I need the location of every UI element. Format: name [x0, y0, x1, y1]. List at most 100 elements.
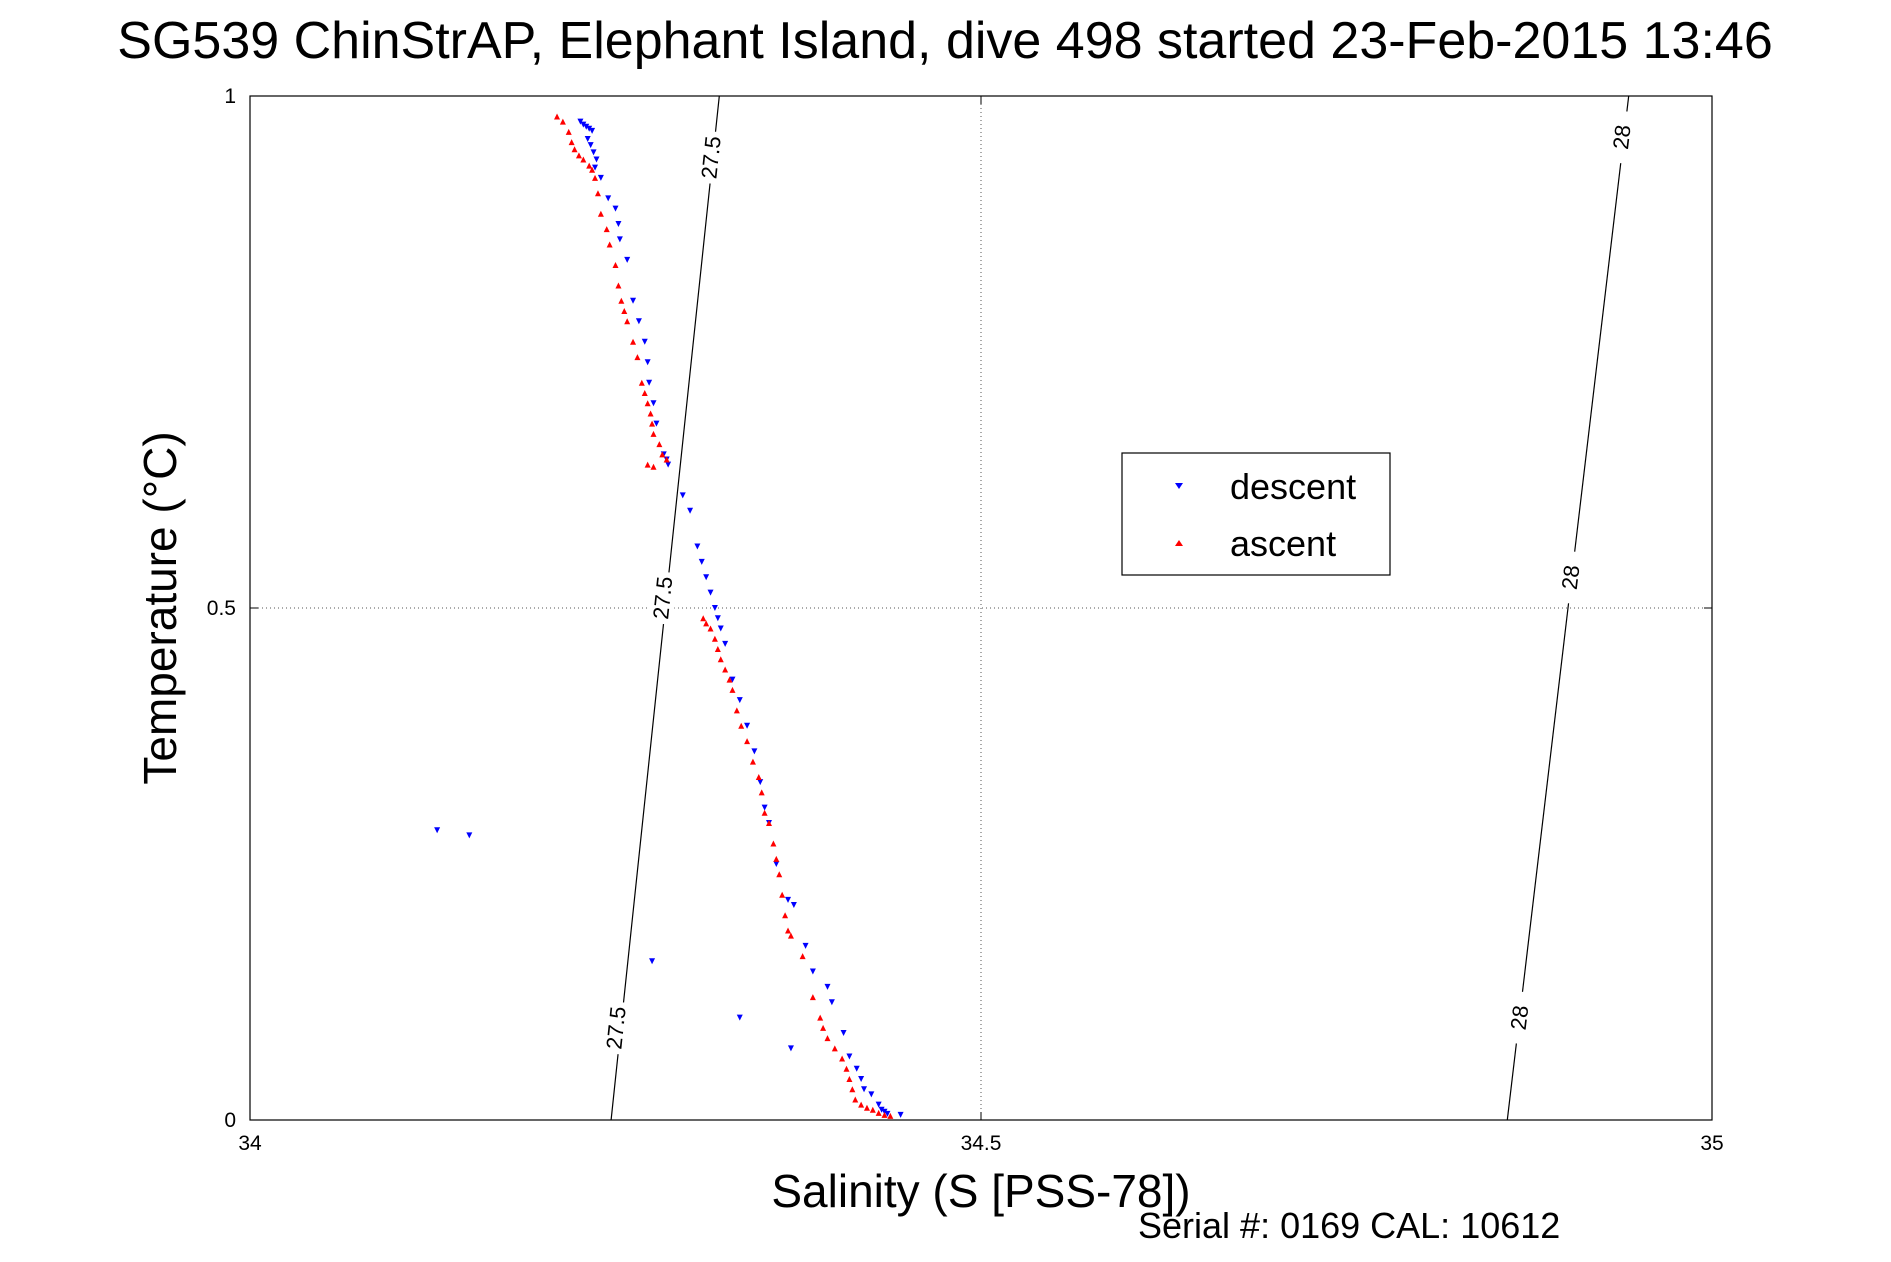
ascent-point	[647, 410, 654, 417]
descent-point	[717, 625, 724, 632]
chart-title: SG539 ChinStrAP, Elephant Island, dive 4…	[117, 12, 1772, 70]
descent-point	[649, 958, 656, 965]
ascent-point	[638, 379, 645, 386]
descent-point	[584, 136, 591, 143]
descent-point	[897, 1111, 904, 1118]
descent-point	[587, 142, 594, 149]
ascent-point	[809, 994, 816, 1001]
descent-point	[694, 543, 701, 550]
ascent-point	[644, 400, 651, 407]
ascent-point	[603, 226, 610, 233]
ascent-point	[714, 645, 721, 652]
ascent-point	[586, 162, 593, 169]
legend-box	[1121, 452, 1391, 576]
ascent-point	[650, 463, 657, 470]
descent-point	[736, 1014, 743, 1021]
contour-label-bg	[646, 570, 678, 626]
ascent-point	[568, 139, 575, 146]
descent-point	[646, 379, 653, 386]
descent-point	[635, 318, 642, 325]
descent-point	[466, 832, 473, 839]
contour-label: 28	[1506, 1004, 1534, 1031]
ascent-point	[846, 1076, 853, 1083]
descent-point	[630, 297, 637, 304]
descent-point	[761, 804, 768, 811]
legend: descent ascent	[1121, 452, 1391, 576]
descent-point	[583, 123, 590, 130]
descent-point	[736, 697, 743, 704]
ascent-point	[749, 758, 756, 765]
descent-point	[773, 861, 780, 867]
ascent-point	[700, 615, 707, 622]
x-axis-label: Salinity (S [PSS-78])	[771, 1165, 1190, 1217]
ascent-point	[594, 190, 601, 197]
descent-point	[858, 1076, 865, 1083]
descent-point	[679, 492, 686, 499]
descent-point	[650, 400, 657, 407]
y-tick-label: 1	[224, 85, 236, 108]
ascent-point	[744, 738, 751, 745]
ascent-point	[644, 461, 651, 468]
descent-point	[641, 338, 648, 345]
ascent-point	[703, 620, 710, 627]
ascent-point	[612, 261, 619, 268]
descent-point	[577, 118, 584, 125]
descent-point	[868, 1091, 875, 1098]
ascent-point	[663, 456, 670, 463]
ascent-point	[799, 953, 806, 960]
ascent-point	[656, 441, 663, 448]
ascent-point	[580, 156, 587, 163]
descent-point	[722, 640, 729, 647]
ascent-point	[722, 666, 729, 673]
descent-point	[624, 256, 631, 263]
x-tick-label: 34.5	[961, 1132, 1002, 1155]
contour-label-bg	[1554, 549, 1587, 605]
ascent-point	[785, 927, 792, 934]
ascent-point	[755, 773, 762, 780]
ascent-point	[729, 686, 736, 693]
ascent-point	[650, 430, 657, 437]
descent-point	[434, 827, 441, 834]
y-axis-label: Temperature (°C)	[134, 431, 186, 784]
descent-point	[592, 164, 599, 171]
ascent-point	[733, 707, 740, 714]
ascent-point	[761, 809, 768, 816]
ascent-point	[624, 318, 631, 325]
ascent-point	[863, 1104, 870, 1111]
grid	[250, 96, 1712, 1120]
ascent-point	[869, 1106, 876, 1113]
descent-point	[580, 121, 587, 128]
descent-point	[744, 722, 751, 729]
legend-marker-descent	[1175, 483, 1183, 489]
ascent-point	[887, 1112, 894, 1119]
ascent-point	[571, 146, 578, 153]
descent-point	[884, 1110, 891, 1117]
contour-label-bg	[1605, 109, 1638, 165]
descent-point	[802, 942, 809, 949]
descent-point	[790, 901, 797, 908]
ascent-point	[565, 128, 572, 135]
contour-label: 27.5	[696, 135, 725, 180]
ascent-point	[782, 912, 789, 919]
descent-point	[824, 983, 831, 990]
descent-point	[593, 156, 600, 163]
ascent-point	[773, 855, 780, 862]
descent-point	[653, 420, 660, 427]
descent-point	[878, 1106, 885, 1113]
ascent-point	[758, 789, 765, 796]
contour-label-bg	[1503, 990, 1535, 1045]
legend-label-descent: descent	[1230, 466, 1356, 507]
descent-point	[785, 896, 792, 903]
ascent-point	[630, 338, 637, 345]
ascent-point	[849, 1086, 856, 1093]
descent-point	[751, 748, 758, 755]
ascent-point	[575, 152, 582, 159]
ascent-point	[787, 932, 794, 939]
contour-label: 27.5	[601, 1005, 630, 1050]
ascent-point	[843, 1065, 850, 1072]
density-contour-28	[1506, 95, 1630, 1121]
ascent-point	[559, 118, 566, 125]
legend-label-ascent: ascent	[1230, 523, 1336, 564]
ascent-point	[589, 166, 596, 173]
density-contours: 27.5 27.5 27.5 28 28 28	[599, 95, 1638, 1121]
